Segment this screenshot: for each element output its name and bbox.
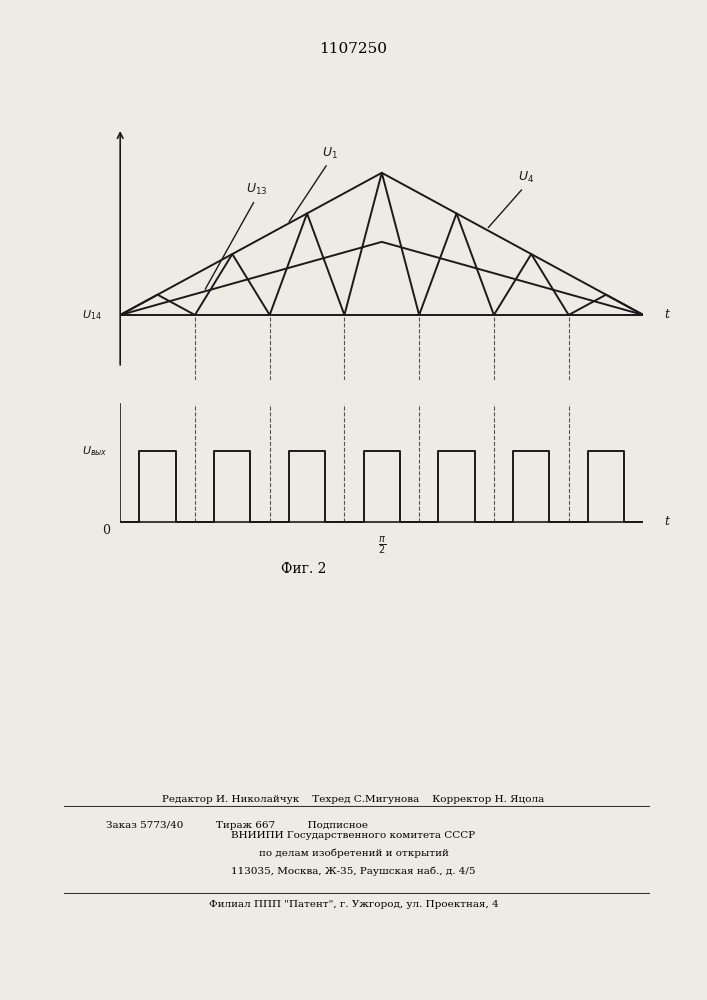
Text: Филиал ППП "Патент", г. Ужгород, ул. Проектная, 4: Филиал ППП "Патент", г. Ужгород, ул. Про… xyxy=(209,900,498,909)
Text: $U_4$: $U_4$ xyxy=(489,170,534,228)
Text: по делам изобретений и открытий: по делам изобретений и открытий xyxy=(259,848,448,858)
Text: $\frac{\pi}{2}$: $\frac{\pi}{2}$ xyxy=(378,535,386,556)
Text: 0: 0 xyxy=(102,524,110,537)
Text: Редактор И. Николайчук    Техред С.Мигунова    Корректор Н. Яцола: Редактор И. Николайчук Техред С.Мигунова… xyxy=(163,795,544,804)
Text: $U_{13}$: $U_{13}$ xyxy=(205,182,267,289)
Text: Заказ 5773/40          Тираж 667          Подписное: Заказ 5773/40 Тираж 667 Подписное xyxy=(106,821,368,830)
Text: ВНИИПИ Государственного комитета СССР: ВНИИПИ Государственного комитета СССР xyxy=(231,831,476,840)
Text: 113035, Москва, Ж-35, Раушская наб., д. 4/5: 113035, Москва, Ж-35, Раушская наб., д. … xyxy=(231,866,476,876)
Text: 1107250: 1107250 xyxy=(320,42,387,56)
Text: $U_1$: $U_1$ xyxy=(289,146,337,222)
Text: t: t xyxy=(665,515,670,528)
Text: $U_{вых}$: $U_{вых}$ xyxy=(81,444,107,458)
Text: t: t xyxy=(665,308,670,322)
Text: Фиг. 2: Фиг. 2 xyxy=(281,562,327,576)
Text: $U_{14}$: $U_{14}$ xyxy=(82,308,102,322)
